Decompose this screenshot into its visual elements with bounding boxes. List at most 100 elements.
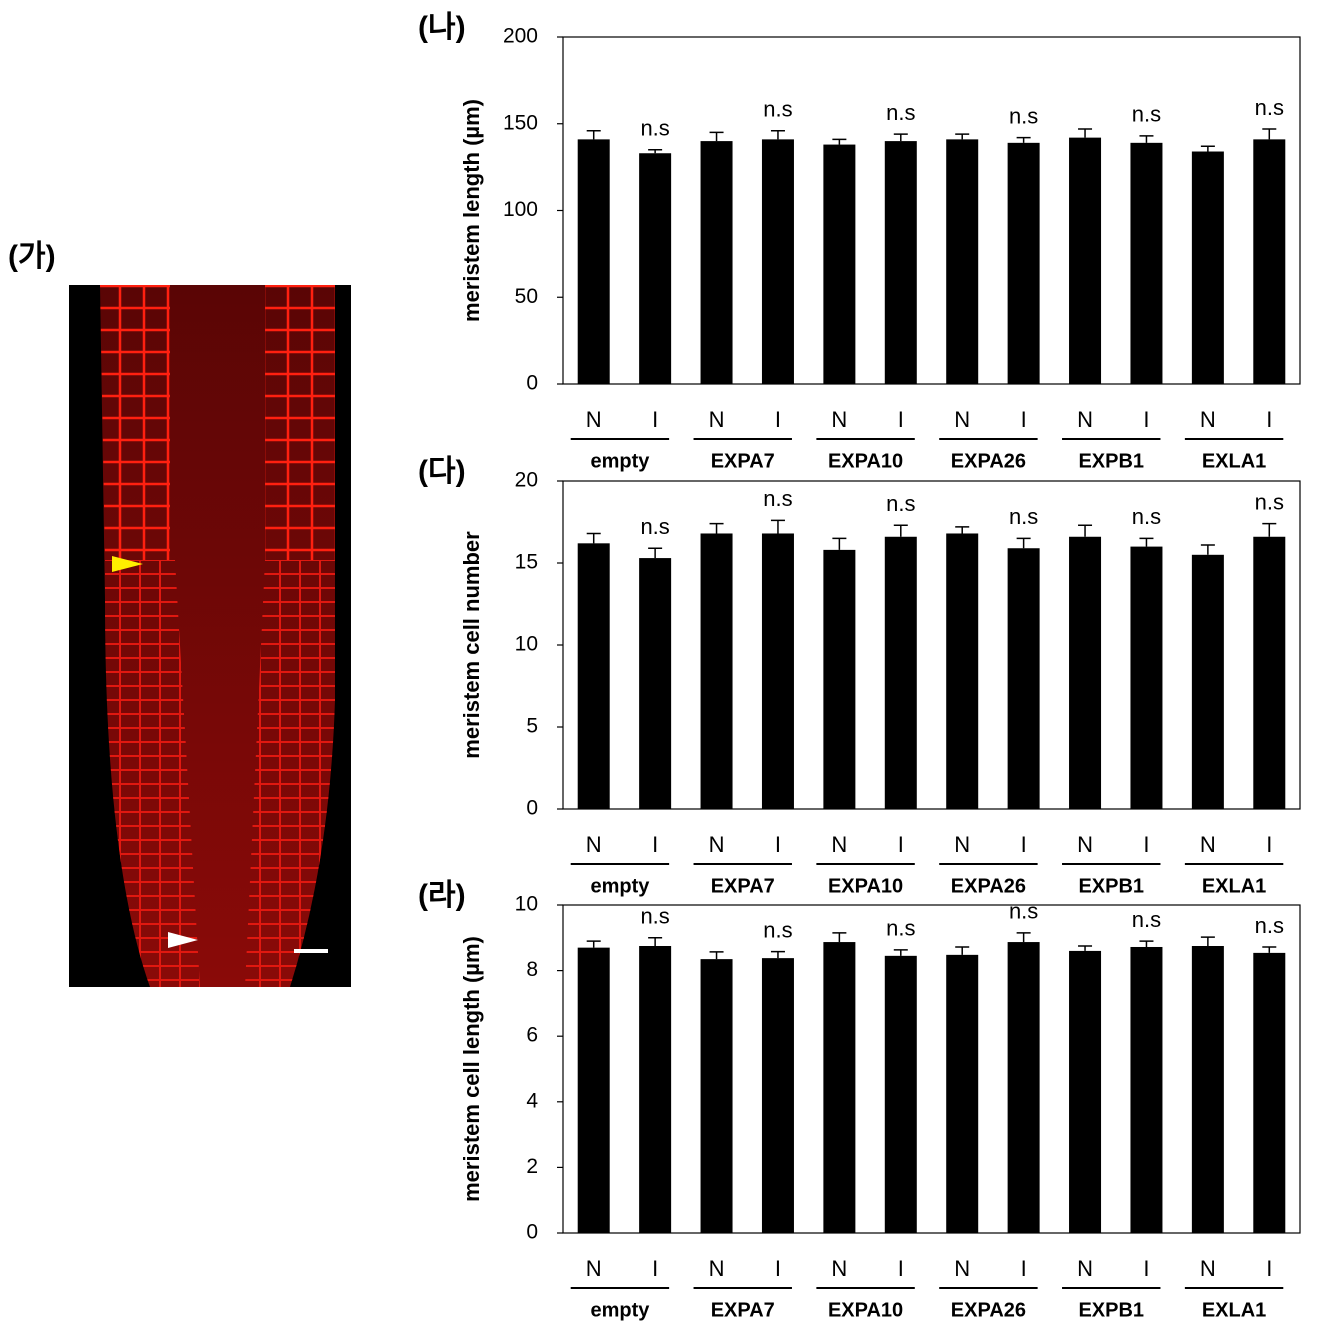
- bar: [577, 947, 610, 1233]
- error-bar: [586, 129, 601, 140]
- error-bar: [955, 526, 970, 534]
- bar: [1069, 536, 1102, 809]
- bar: [761, 958, 794, 1233]
- x-tick-label: N: [954, 1256, 970, 1281]
- significance-label: n.s: [763, 486, 792, 511]
- x-tick-label: N: [1200, 1256, 1216, 1281]
- significance-label: n.s: [886, 916, 915, 941]
- bar: [1007, 142, 1040, 384]
- error-bar: [1139, 537, 1154, 547]
- error-bar: [648, 149, 663, 154]
- error-bar: [648, 547, 663, 559]
- plot-frame: [562, 480, 1301, 810]
- x-tick-label: N: [1200, 407, 1216, 432]
- x-tick-label: N: [831, 407, 847, 432]
- y-tick-label: 0: [526, 372, 538, 395]
- bar: [946, 139, 979, 384]
- x-tick-label: I: [652, 407, 658, 432]
- significance-label: n.s: [763, 97, 792, 122]
- x-tick-label: I: [1266, 1256, 1272, 1281]
- x-tick-label: N: [954, 832, 970, 857]
- x-tick-label: I: [1266, 832, 1272, 857]
- group-label: EXPA26: [951, 875, 1026, 897]
- plot-frame: [562, 36, 1301, 385]
- error-bar: [1078, 945, 1093, 951]
- y-tick-label: 50: [515, 285, 538, 308]
- x-tick-label: N: [1077, 1256, 1093, 1281]
- x-tick-label: I: [652, 832, 658, 857]
- y-tick-label: 10: [515, 633, 538, 656]
- significance-label: n.s: [763, 917, 792, 942]
- error-bar: [1078, 128, 1093, 138]
- error-bar: [1139, 135, 1154, 143]
- bar: [700, 959, 733, 1233]
- bar: [884, 141, 917, 384]
- y-tick-label: 2: [526, 1155, 538, 1178]
- error-bar: [832, 932, 847, 943]
- group-label: EXPB1: [1078, 875, 1144, 897]
- error-bar: [1262, 522, 1277, 537]
- error-bar: [648, 937, 663, 946]
- y-tick-label: 0: [526, 1221, 538, 1244]
- x-tick-label: I: [1266, 407, 1272, 432]
- group-label: EXPA10: [828, 875, 903, 897]
- bar: [761, 533, 794, 809]
- bar: [1007, 942, 1040, 1233]
- significance-label: n.s: [640, 904, 669, 929]
- bar: [639, 558, 672, 809]
- x-tick-label: N: [1077, 407, 1093, 432]
- error-bar: [832, 537, 847, 550]
- error-bar: [770, 129, 785, 140]
- significance-label: n.s: [886, 100, 915, 125]
- group-label: EXLA1: [1202, 450, 1266, 472]
- y-tick-label: 100: [503, 198, 538, 221]
- bar: [761, 139, 794, 384]
- group-label: EXLA1: [1202, 1299, 1266, 1321]
- group-label: empty: [590, 450, 650, 472]
- x-tick-label: I: [898, 407, 904, 432]
- error-bar: [955, 946, 970, 955]
- significance-label: n.s: [1255, 913, 1284, 938]
- group-label: EXPA10: [828, 1299, 903, 1321]
- significance-label: n.s: [1132, 102, 1161, 127]
- x-tick-label: I: [898, 1256, 904, 1281]
- bar: [1069, 137, 1102, 384]
- group-label: EXPA26: [951, 1299, 1026, 1321]
- bar: [639, 153, 672, 384]
- x-tick-label: N: [831, 1256, 847, 1281]
- bar: [1130, 546, 1163, 809]
- error-bar: [709, 951, 724, 960]
- significance-label: n.s: [1009, 504, 1038, 529]
- group-label: EXPA26: [951, 450, 1026, 472]
- error-bar: [1016, 136, 1031, 143]
- significance-label: n.s: [1132, 907, 1161, 932]
- error-bar: [832, 138, 847, 145]
- bar: [1191, 946, 1224, 1233]
- bar: [1069, 950, 1102, 1233]
- bar: [1130, 142, 1163, 384]
- x-tick-label: I: [1021, 407, 1027, 432]
- significance-label: n.s: [1009, 899, 1038, 924]
- panel-label: (다): [418, 455, 466, 488]
- error-bar: [586, 940, 601, 948]
- y-tick-label: 15: [515, 551, 538, 574]
- x-tick-label: I: [1021, 832, 1027, 857]
- group-label: empty: [590, 875, 650, 897]
- x-tick-label: N: [709, 407, 725, 432]
- bar: [823, 549, 856, 809]
- group-label: empty: [590, 1299, 650, 1321]
- group-label: EXPA7: [711, 875, 775, 897]
- significance-label: n.s: [1132, 504, 1161, 529]
- x-tick-label: I: [1143, 407, 1149, 432]
- x-tick-label: N: [954, 407, 970, 432]
- group-label: EXPB1: [1078, 450, 1144, 472]
- plot-frame: [562, 904, 1301, 1234]
- bar: [884, 955, 917, 1233]
- x-tick-label: I: [1021, 1256, 1027, 1281]
- significance-label: n.s: [640, 514, 669, 539]
- panel-label: (라): [418, 879, 466, 912]
- x-tick-label: N: [709, 832, 725, 857]
- bar: [1253, 536, 1286, 809]
- y-tick-label: 150: [503, 111, 538, 134]
- error-bar: [1139, 940, 1154, 947]
